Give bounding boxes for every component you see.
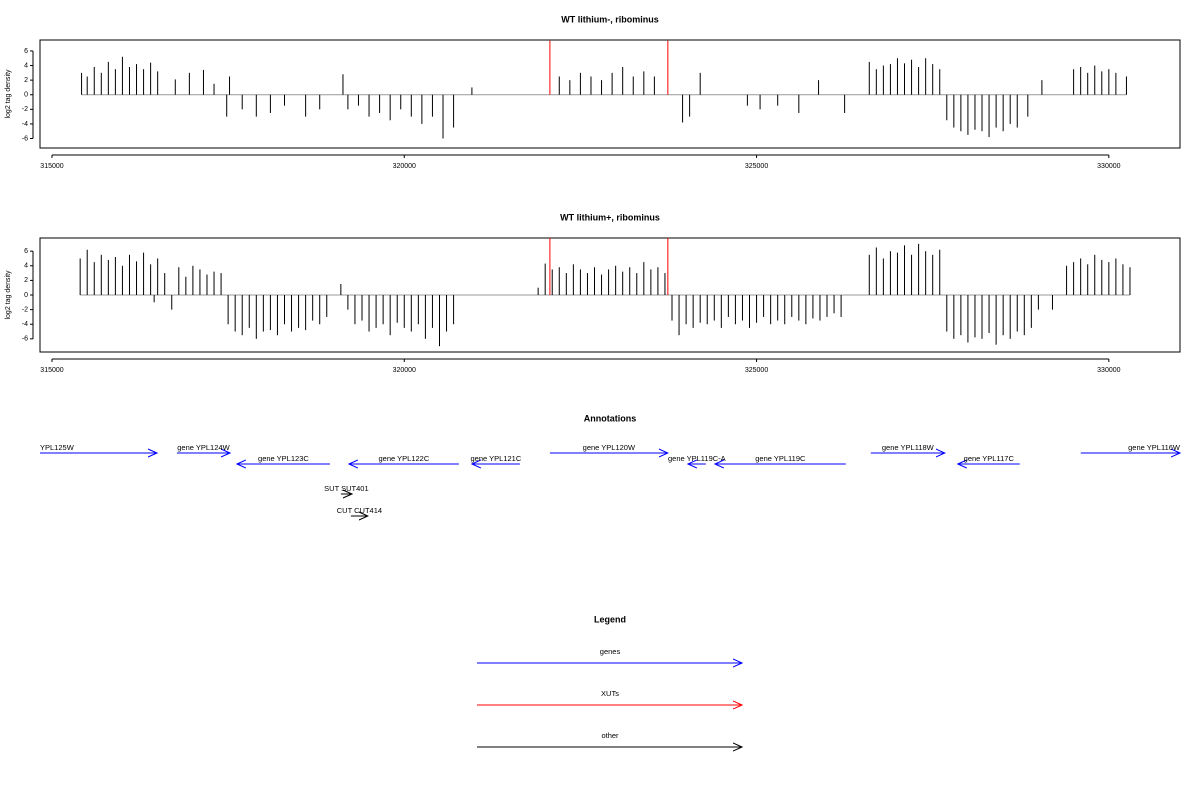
chart-title: WT lithium-, ribominus: [561, 14, 659, 24]
feature-label: CUT CUT414: [337, 506, 382, 515]
x-tick-label: 330000: [1097, 163, 1120, 170]
feature-label: SUT SUT401: [324, 484, 368, 493]
plot-frame: [39, 237, 1181, 353]
feature-label: gene YPL117C: [964, 454, 1015, 463]
y-tick-label: 0: [24, 92, 28, 99]
x-tick-label: 315000: [40, 367, 63, 374]
feature-label: gene YPL121C: [471, 454, 522, 463]
x-tick-label: 320000: [393, 367, 416, 374]
x-tick-label: 325000: [745, 367, 768, 374]
feature-label: gene YPL118W: [882, 443, 935, 452]
y-tick-label: -4: [22, 121, 28, 128]
feature-label: gene YPL123C: [258, 454, 309, 463]
legend-title: Legend: [594, 614, 626, 624]
y-tick-label: 0: [24, 292, 28, 299]
legend-label: XUTs: [601, 689, 619, 698]
x-tick-label: 315000: [40, 163, 63, 170]
plot-frame: [39, 39, 1181, 149]
y-tick-label: 6: [24, 248, 28, 255]
chart-title: WT lithium+, ribominus: [560, 212, 660, 222]
y-axis-label: log2 tag density: [5, 69, 12, 119]
y-tick-label: -2: [22, 306, 28, 313]
y-tick-label: 4: [24, 263, 28, 270]
y-tick-label: 2: [24, 277, 28, 284]
y-tick-label: -6: [22, 336, 28, 343]
y-tick-label: -4: [22, 321, 28, 328]
y-axis-label: log2 tag density: [5, 270, 12, 320]
feature-label: gene YPL119C: [755, 454, 806, 463]
y-tick-label: -6: [22, 135, 28, 142]
x-tick-label: 325000: [745, 163, 768, 170]
feature-label: gene YPL122C: [379, 454, 430, 463]
y-tick-label: 4: [24, 62, 28, 69]
feature-label: YPL125W: [40, 443, 75, 452]
legend-label: genes: [600, 647, 621, 656]
feature-label: gene YPL119C-A: [668, 454, 726, 463]
annotations-title: Annotations: [584, 413, 637, 423]
y-tick-label: 2: [24, 77, 28, 84]
x-tick-label: 330000: [1097, 367, 1120, 374]
legend-label: other: [601, 731, 619, 740]
y-tick-label: 6: [24, 48, 28, 55]
x-tick-label: 320000: [393, 163, 416, 170]
feature-label: gene YPL124W: [177, 443, 230, 452]
feature-label: gene YPL120W: [583, 443, 636, 452]
y-tick-label: -2: [22, 106, 28, 113]
feature-label: gene YPL116W: [1128, 443, 1181, 452]
